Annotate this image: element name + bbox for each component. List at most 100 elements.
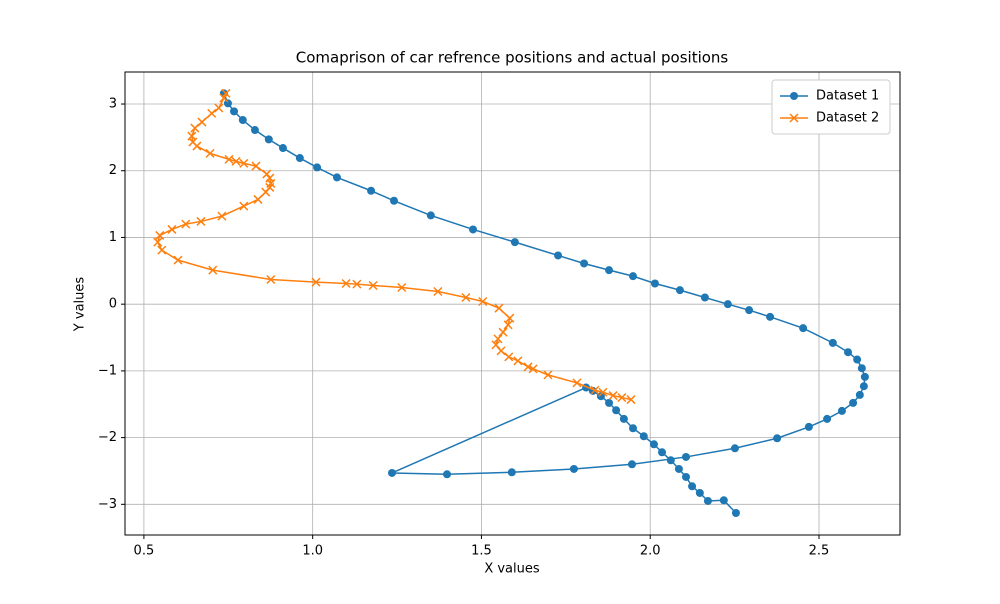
- marker: [681, 472, 690, 481]
- marker: [608, 391, 618, 401]
- marker: [723, 300, 732, 309]
- marker: [674, 464, 683, 473]
- marker: [368, 280, 378, 291]
- marker: [605, 266, 614, 275]
- marker: [251, 161, 261, 171]
- marker: [695, 488, 704, 497]
- marker: [167, 224, 177, 234]
- y-tick-label: 3: [109, 97, 117, 112]
- marker: [230, 107, 239, 116]
- marker: [639, 432, 648, 441]
- marker: [703, 496, 712, 505]
- marker: [596, 392, 605, 401]
- marker: [264, 135, 273, 144]
- marker: [627, 460, 636, 469]
- marker: [426, 211, 435, 220]
- y-tick-label: 1: [109, 230, 117, 245]
- x-tick-label: 0.5: [134, 544, 155, 559]
- marker: [823, 414, 832, 423]
- marker: [190, 123, 200, 133]
- marker: [837, 406, 846, 415]
- marker: [217, 211, 227, 221]
- marker: [207, 108, 217, 118]
- marker: [192, 141, 202, 151]
- marker: [341, 278, 351, 289]
- marker: [688, 482, 697, 491]
- marker: [208, 265, 218, 275]
- x-axis-label: X values: [484, 562, 540, 577]
- marker: [433, 286, 443, 297]
- marker: [197, 117, 207, 127]
- marker: [658, 448, 667, 457]
- marker: [219, 93, 229, 103]
- marker: [250, 126, 259, 135]
- marker: [155, 230, 165, 240]
- legend-label: Dataset 2: [816, 111, 879, 126]
- marker: [505, 313, 515, 323]
- marker: [367, 186, 376, 195]
- marker: [221, 88, 231, 98]
- marker: [629, 424, 638, 433]
- marker: [773, 434, 782, 443]
- legend-marker: [789, 113, 799, 123]
- marker: [214, 103, 224, 113]
- marker: [617, 393, 627, 403]
- marker: [528, 364, 538, 374]
- marker: [469, 225, 478, 234]
- marker: [153, 237, 163, 247]
- marker: [572, 378, 582, 388]
- marker: [612, 406, 621, 415]
- marker: [554, 251, 563, 260]
- chart-title: Comaprison of car refrence positions and…: [296, 49, 729, 67]
- marker: [173, 255, 183, 265]
- marker: [397, 282, 407, 293]
- marker: [523, 362, 533, 372]
- marker: [859, 382, 868, 391]
- marker: [390, 196, 399, 205]
- legend-marker: [790, 92, 798, 100]
- marker: [681, 452, 690, 461]
- marker: [860, 372, 869, 381]
- marker: [580, 259, 589, 268]
- y-axis-label: Y values: [73, 277, 88, 333]
- marker: [311, 277, 321, 287]
- marker: [239, 201, 249, 211]
- marker: [590, 385, 600, 395]
- marker: [513, 356, 523, 366]
- marker: [649, 440, 658, 449]
- marker: [799, 324, 808, 333]
- marker: [675, 286, 684, 295]
- marker: [461, 292, 471, 303]
- marker: [629, 272, 638, 281]
- marker: [543, 370, 553, 380]
- marker: [700, 293, 709, 302]
- marker: [278, 144, 287, 153]
- series: [153, 88, 636, 405]
- marker: [196, 216, 206, 226]
- marker: [857, 364, 866, 373]
- marker: [443, 470, 452, 479]
- marker: [157, 245, 167, 255]
- marker: [507, 468, 516, 477]
- marker: [626, 395, 636, 405]
- marker: [730, 444, 739, 453]
- marker: [719, 496, 728, 505]
- marker: [650, 279, 659, 288]
- x-tick-label: 1.0: [302, 544, 323, 559]
- legend-label: Dataset 1: [816, 89, 879, 104]
- marker: [666, 456, 675, 465]
- marker: [493, 334, 503, 344]
- marker: [223, 99, 232, 108]
- marker: [510, 238, 519, 247]
- marker: [853, 355, 862, 364]
- marker: [503, 320, 513, 330]
- marker: [569, 464, 578, 473]
- marker: [478, 296, 488, 307]
- plot-frame: [124, 71, 901, 536]
- marker: [504, 352, 514, 362]
- series: [219, 89, 869, 517]
- marker: [804, 422, 813, 431]
- marker: [266, 274, 276, 285]
- x-tick-label: 2.0: [640, 544, 661, 559]
